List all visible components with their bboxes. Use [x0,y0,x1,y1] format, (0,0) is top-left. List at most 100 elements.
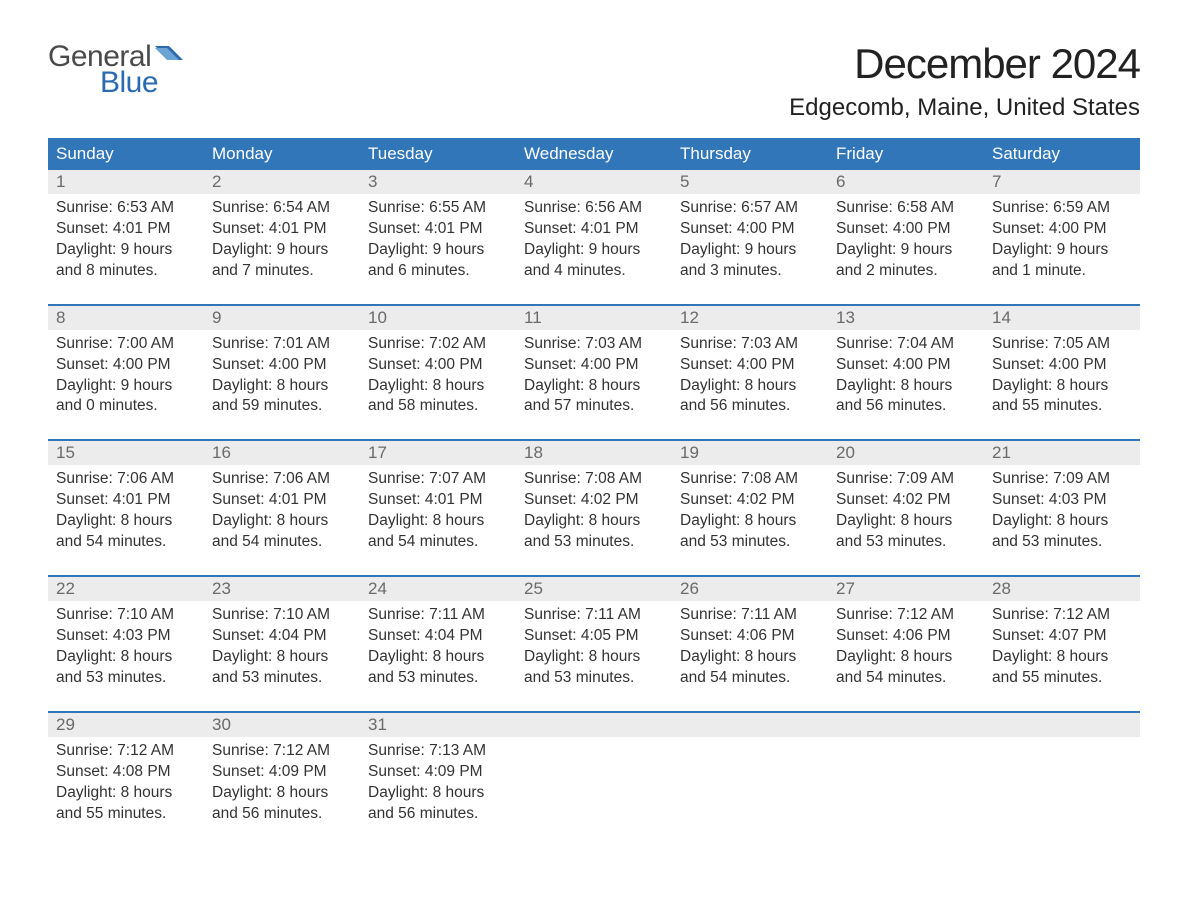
sunset-line: Sunset: 4:03 PM [992,490,1132,511]
sunset-line: Sunset: 4:00 PM [680,355,820,376]
daylight-line-1: Daylight: 8 hours [836,647,976,668]
daylight-line-1: Daylight: 9 hours [56,240,196,261]
sunrise-line: Sunrise: 6:59 AM [992,198,1132,219]
day-cell: 13Sunrise: 7:04 AMSunset: 4:00 PMDayligh… [828,306,984,426]
daylight-line-2: and 53 minutes. [212,668,352,689]
sunset-line: Sunset: 4:00 PM [992,355,1132,376]
day-cell: 2Sunrise: 6:54 AMSunset: 4:01 PMDaylight… [204,170,360,290]
weekday-header: Wednesday [516,138,672,170]
day-number: 21 [984,441,1140,465]
day-body: Sunrise: 7:06 AMSunset: 4:01 PMDaylight:… [48,465,204,561]
sunset-line: Sunset: 4:04 PM [212,626,352,647]
day-number: 13 [828,306,984,330]
day-body: Sunrise: 7:08 AMSunset: 4:02 PMDaylight:… [672,465,828,561]
day-number: 6 [828,170,984,194]
daylight-line-1: Daylight: 9 hours [524,240,664,261]
day-cell: 20Sunrise: 7:09 AMSunset: 4:02 PMDayligh… [828,441,984,561]
day-body: Sunrise: 7:10 AMSunset: 4:04 PMDaylight:… [204,601,360,697]
sunrise-line: Sunrise: 7:01 AM [212,334,352,355]
day-body: Sunrise: 7:03 AMSunset: 4:00 PMDaylight:… [516,330,672,426]
daylight-line-2: and 56 minutes. [680,396,820,417]
day-cell: 9Sunrise: 7:01 AMSunset: 4:00 PMDaylight… [204,306,360,426]
sunrise-line: Sunrise: 7:08 AM [524,469,664,490]
sunset-line: Sunset: 4:02 PM [524,490,664,511]
daylight-line-1: Daylight: 9 hours [212,240,352,261]
day-number: 7 [984,170,1140,194]
day-number [828,713,984,737]
daylight-line-1: Daylight: 8 hours [524,511,664,532]
sunrise-line: Sunrise: 7:07 AM [368,469,508,490]
sunset-line: Sunset: 4:04 PM [368,626,508,647]
sunrise-line: Sunrise: 7:11 AM [368,605,508,626]
daylight-line-1: Daylight: 8 hours [368,783,508,804]
sunset-line: Sunset: 4:00 PM [992,219,1132,240]
daylight-line-2: and 53 minutes. [56,668,196,689]
weekday-header: Thursday [672,138,828,170]
sunset-line: Sunset: 4:01 PM [368,490,508,511]
daylight-line-2: and 53 minutes. [524,532,664,553]
day-body: Sunrise: 7:06 AMSunset: 4:01 PMDaylight:… [204,465,360,561]
sunrise-line: Sunrise: 7:03 AM [680,334,820,355]
day-number: 5 [672,170,828,194]
day-cell: 27Sunrise: 7:12 AMSunset: 4:06 PMDayligh… [828,577,984,697]
daylight-line-2: and 54 minutes. [368,532,508,553]
day-cell: 30Sunrise: 7:12 AMSunset: 4:09 PMDayligh… [204,713,360,833]
sunrise-line: Sunrise: 7:13 AM [368,741,508,762]
day-number: 22 [48,577,204,601]
day-number [516,713,672,737]
day-number: 26 [672,577,828,601]
day-number: 25 [516,577,672,601]
day-cell: 29Sunrise: 7:12 AMSunset: 4:08 PMDayligh… [48,713,204,833]
daylight-line-1: Daylight: 8 hours [212,647,352,668]
sunset-line: Sunset: 4:02 PM [836,490,976,511]
day-number: 1 [48,170,204,194]
daylight-line-1: Daylight: 8 hours [992,376,1132,397]
daylight-line-2: and 54 minutes. [836,668,976,689]
day-number: 24 [360,577,516,601]
sunset-line: Sunset: 4:00 PM [524,355,664,376]
sunset-line: Sunset: 4:01 PM [56,490,196,511]
day-number: 2 [204,170,360,194]
daylight-line-1: Daylight: 8 hours [368,647,508,668]
day-cell: 4Sunrise: 6:56 AMSunset: 4:01 PMDaylight… [516,170,672,290]
sunset-line: Sunset: 4:01 PM [212,490,352,511]
day-body: Sunrise: 7:09 AMSunset: 4:03 PMDaylight:… [984,465,1140,561]
sunrise-line: Sunrise: 7:02 AM [368,334,508,355]
daylight-line-1: Daylight: 8 hours [524,647,664,668]
daylight-line-2: and 55 minutes. [992,396,1132,417]
sunrise-line: Sunrise: 7:11 AM [680,605,820,626]
day-number: 19 [672,441,828,465]
day-cell [984,713,1140,833]
daylight-line-1: Daylight: 8 hours [680,376,820,397]
day-cell: 16Sunrise: 7:06 AMSunset: 4:01 PMDayligh… [204,441,360,561]
sunset-line: Sunset: 4:00 PM [212,355,352,376]
daylight-line-1: Daylight: 8 hours [212,783,352,804]
daylight-line-2: and 0 minutes. [56,396,196,417]
day-number [672,713,828,737]
sunset-line: Sunset: 4:00 PM [680,219,820,240]
page-header: General Blue December 2024 Edgecomb, Mai… [48,40,1140,122]
day-body: Sunrise: 7:12 AMSunset: 4:07 PMDaylight:… [984,601,1140,697]
sunrise-line: Sunrise: 7:11 AM [524,605,664,626]
day-cell: 22Sunrise: 7:10 AMSunset: 4:03 PMDayligh… [48,577,204,697]
day-cell: 28Sunrise: 7:12 AMSunset: 4:07 PMDayligh… [984,577,1140,697]
daylight-line-2: and 7 minutes. [212,261,352,282]
sunrise-line: Sunrise: 7:12 AM [56,741,196,762]
weekday-header-row: Sunday Monday Tuesday Wednesday Thursday… [48,138,1140,170]
daylight-line-1: Daylight: 8 hours [836,511,976,532]
day-number: 28 [984,577,1140,601]
day-body: Sunrise: 7:12 AMSunset: 4:08 PMDaylight:… [48,737,204,833]
sunset-line: Sunset: 4:00 PM [836,219,976,240]
day-body: Sunrise: 6:54 AMSunset: 4:01 PMDaylight:… [204,194,360,290]
logo-word-blue: Blue [100,66,158,100]
sunrise-line: Sunrise: 7:00 AM [56,334,196,355]
day-cell: 10Sunrise: 7:02 AMSunset: 4:00 PMDayligh… [360,306,516,426]
day-body: Sunrise: 6:59 AMSunset: 4:00 PMDaylight:… [984,194,1140,290]
weeks-container: 1Sunrise: 6:53 AMSunset: 4:01 PMDaylight… [48,170,1140,832]
daylight-line-1: Daylight: 8 hours [368,376,508,397]
daylight-line-2: and 1 minute. [992,261,1132,282]
day-number: 31 [360,713,516,737]
sunrise-line: Sunrise: 7:12 AM [836,605,976,626]
daylight-line-1: Daylight: 8 hours [212,511,352,532]
day-cell: 23Sunrise: 7:10 AMSunset: 4:04 PMDayligh… [204,577,360,697]
